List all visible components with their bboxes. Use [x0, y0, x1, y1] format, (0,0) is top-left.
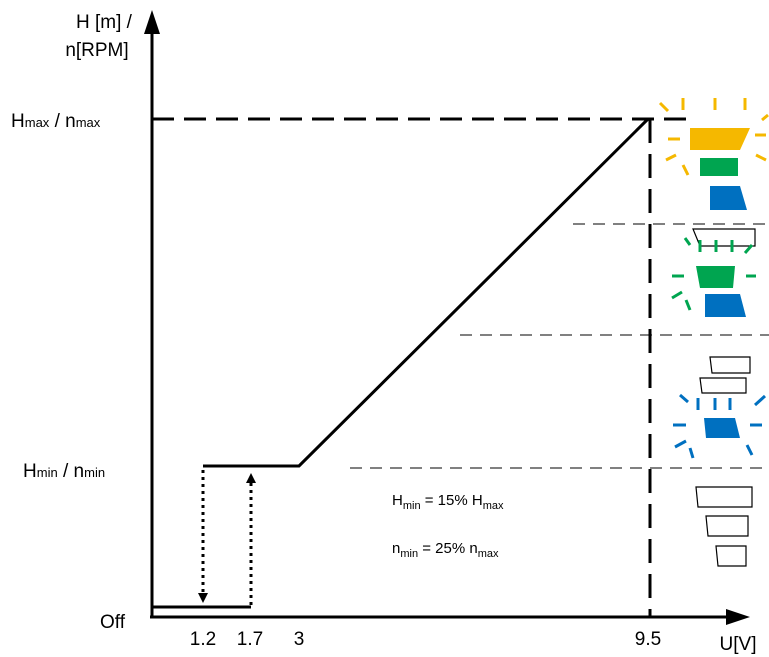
- x-axis-arrow-icon: [726, 609, 750, 625]
- y-axis-label-line2: n[RPM]: [65, 40, 128, 61]
- pump-stack-off-icon: [695, 486, 753, 567]
- x-tick-1-2: 1.2: [190, 629, 216, 650]
- x-tick-3: 3: [294, 629, 305, 650]
- y-label-max: Hmax / nmax: [11, 111, 101, 132]
- characteristic-curve: [203, 117, 650, 468]
- x-axis-label: U[V]: [720, 634, 757, 655]
- y-axis-arrow-icon: [144, 10, 160, 34]
- y-label-min: Hmin / nmin: [23, 461, 105, 482]
- n-min-rule: nmin = 25% nmax: [392, 540, 499, 560]
- h-min-rule: Hmin = 15% Hmax: [392, 492, 504, 512]
- y-label-off: Off: [100, 612, 126, 633]
- x-tick-9-5: 9.5: [635, 629, 661, 650]
- x-tick-1-7: 1.7: [237, 629, 263, 650]
- y-axis-label-line1: H [m] /: [76, 12, 133, 33]
- pump-stack-max-icon: [658, 98, 769, 210]
- pump-stack-mid-icon: [671, 228, 756, 317]
- pump-stack-min-icon: [673, 356, 767, 459]
